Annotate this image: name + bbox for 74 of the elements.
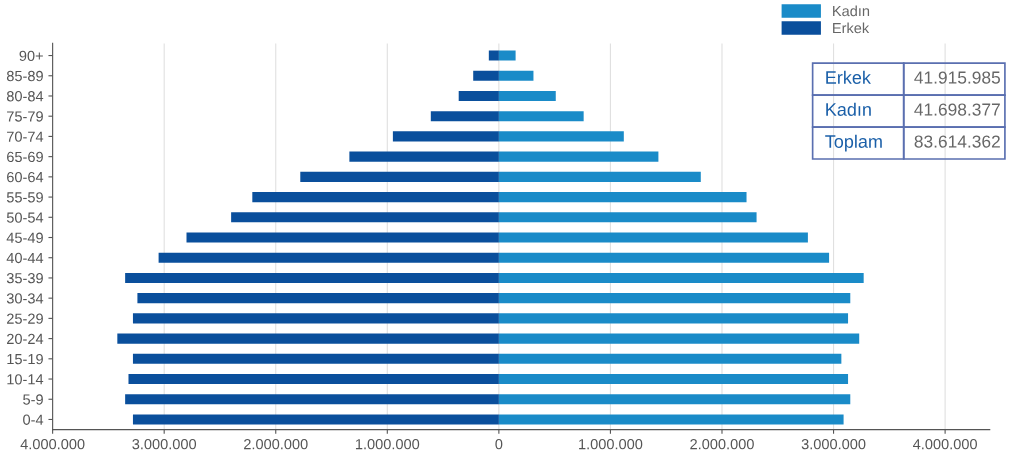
bar bbox=[458, 90, 499, 102]
y-tick-label: 80-84 bbox=[6, 91, 44, 102]
bar bbox=[430, 111, 499, 122]
bar bbox=[231, 212, 499, 223]
bar bbox=[498, 353, 842, 364]
y-tick-label: 40-44 bbox=[6, 252, 44, 264]
bar bbox=[128, 373, 499, 385]
annotation: Kadın bbox=[826, 102, 871, 116]
bar bbox=[132, 313, 499, 324]
bar bbox=[498, 131, 624, 142]
y-tick-label: 5-9 bbox=[23, 394, 43, 405]
bar bbox=[498, 414, 844, 425]
annotation: Erkek bbox=[826, 70, 871, 84]
bar bbox=[125, 394, 499, 405]
y-tick-label: 10-14 bbox=[7, 374, 44, 385]
bar bbox=[132, 353, 499, 364]
x-tick-label: 0 bbox=[495, 438, 503, 450]
bar bbox=[498, 272, 864, 283]
annotation: 41.915.985 bbox=[914, 71, 1000, 84]
bar bbox=[498, 333, 860, 344]
bar bbox=[186, 232, 499, 243]
bar bbox=[498, 212, 757, 223]
bar bbox=[117, 333, 499, 344]
y-tick-label: 75-79 bbox=[7, 111, 43, 122]
bar bbox=[392, 131, 499, 142]
y-tick-label: 90+ bbox=[19, 50, 43, 61]
bar bbox=[300, 171, 499, 182]
bar bbox=[498, 50, 516, 61]
y-tick-label: 70-74 bbox=[7, 131, 44, 142]
annotation: 83.614.362 bbox=[914, 135, 1000, 148]
bar bbox=[498, 373, 849, 385]
y-tick-label: 30-34 bbox=[6, 293, 44, 304]
x-tick-label: 2.000.000 bbox=[690, 438, 754, 450]
y-tick-label: 65-69 bbox=[7, 151, 43, 163]
bar bbox=[498, 171, 701, 182]
bar bbox=[498, 232, 808, 243]
y-tick-label: 85-89 bbox=[6, 70, 43, 82]
x-tick-label: 4.000.000 bbox=[20, 438, 85, 450]
bar bbox=[137, 293, 499, 304]
y-tick-label: 60-64 bbox=[7, 171, 44, 183]
y-tick-label: 20-24 bbox=[7, 333, 44, 345]
x-tick-label: 2.000.000 bbox=[244, 438, 308, 450]
y-tick-label: 45-49 bbox=[6, 232, 43, 243]
bar bbox=[498, 293, 851, 304]
bar bbox=[498, 90, 556, 102]
legend-label: Erkek bbox=[833, 22, 870, 34]
bar bbox=[498, 394, 851, 405]
bar bbox=[498, 111, 584, 122]
y-tick-label: 35-39 bbox=[6, 273, 43, 284]
y-tick-label: 0-4 bbox=[23, 414, 44, 425]
x-tick-label: 1.000.000 bbox=[355, 438, 420, 450]
bar bbox=[473, 70, 499, 81]
x-tick-label: 4.000.000 bbox=[913, 438, 977, 450]
legend-label: Kadın bbox=[833, 5, 870, 17]
y-tick-label: 25-29 bbox=[7, 313, 43, 324]
annotation: 41.698.377 bbox=[914, 103, 1000, 116]
bar bbox=[498, 313, 849, 324]
y-tick-label: 50-54 bbox=[6, 212, 44, 223]
x-tick-label: 3.000.000 bbox=[132, 438, 197, 450]
bar bbox=[488, 50, 499, 61]
y-tick-label: 55-59 bbox=[6, 192, 43, 203]
annotation: Toplam bbox=[825, 134, 882, 152]
bar bbox=[349, 151, 499, 162]
bar bbox=[158, 252, 499, 263]
y-tick-label: 15-19 bbox=[7, 353, 43, 365]
bar bbox=[498, 151, 659, 162]
bar bbox=[498, 70, 534, 81]
bar bbox=[498, 192, 747, 203]
x-tick-label: 1.000.000 bbox=[579, 438, 643, 450]
x-tick-label: 3.000.000 bbox=[801, 438, 866, 450]
bar bbox=[132, 414, 499, 425]
bar bbox=[252, 192, 499, 203]
bar bbox=[125, 272, 499, 283]
bar bbox=[498, 252, 830, 263]
